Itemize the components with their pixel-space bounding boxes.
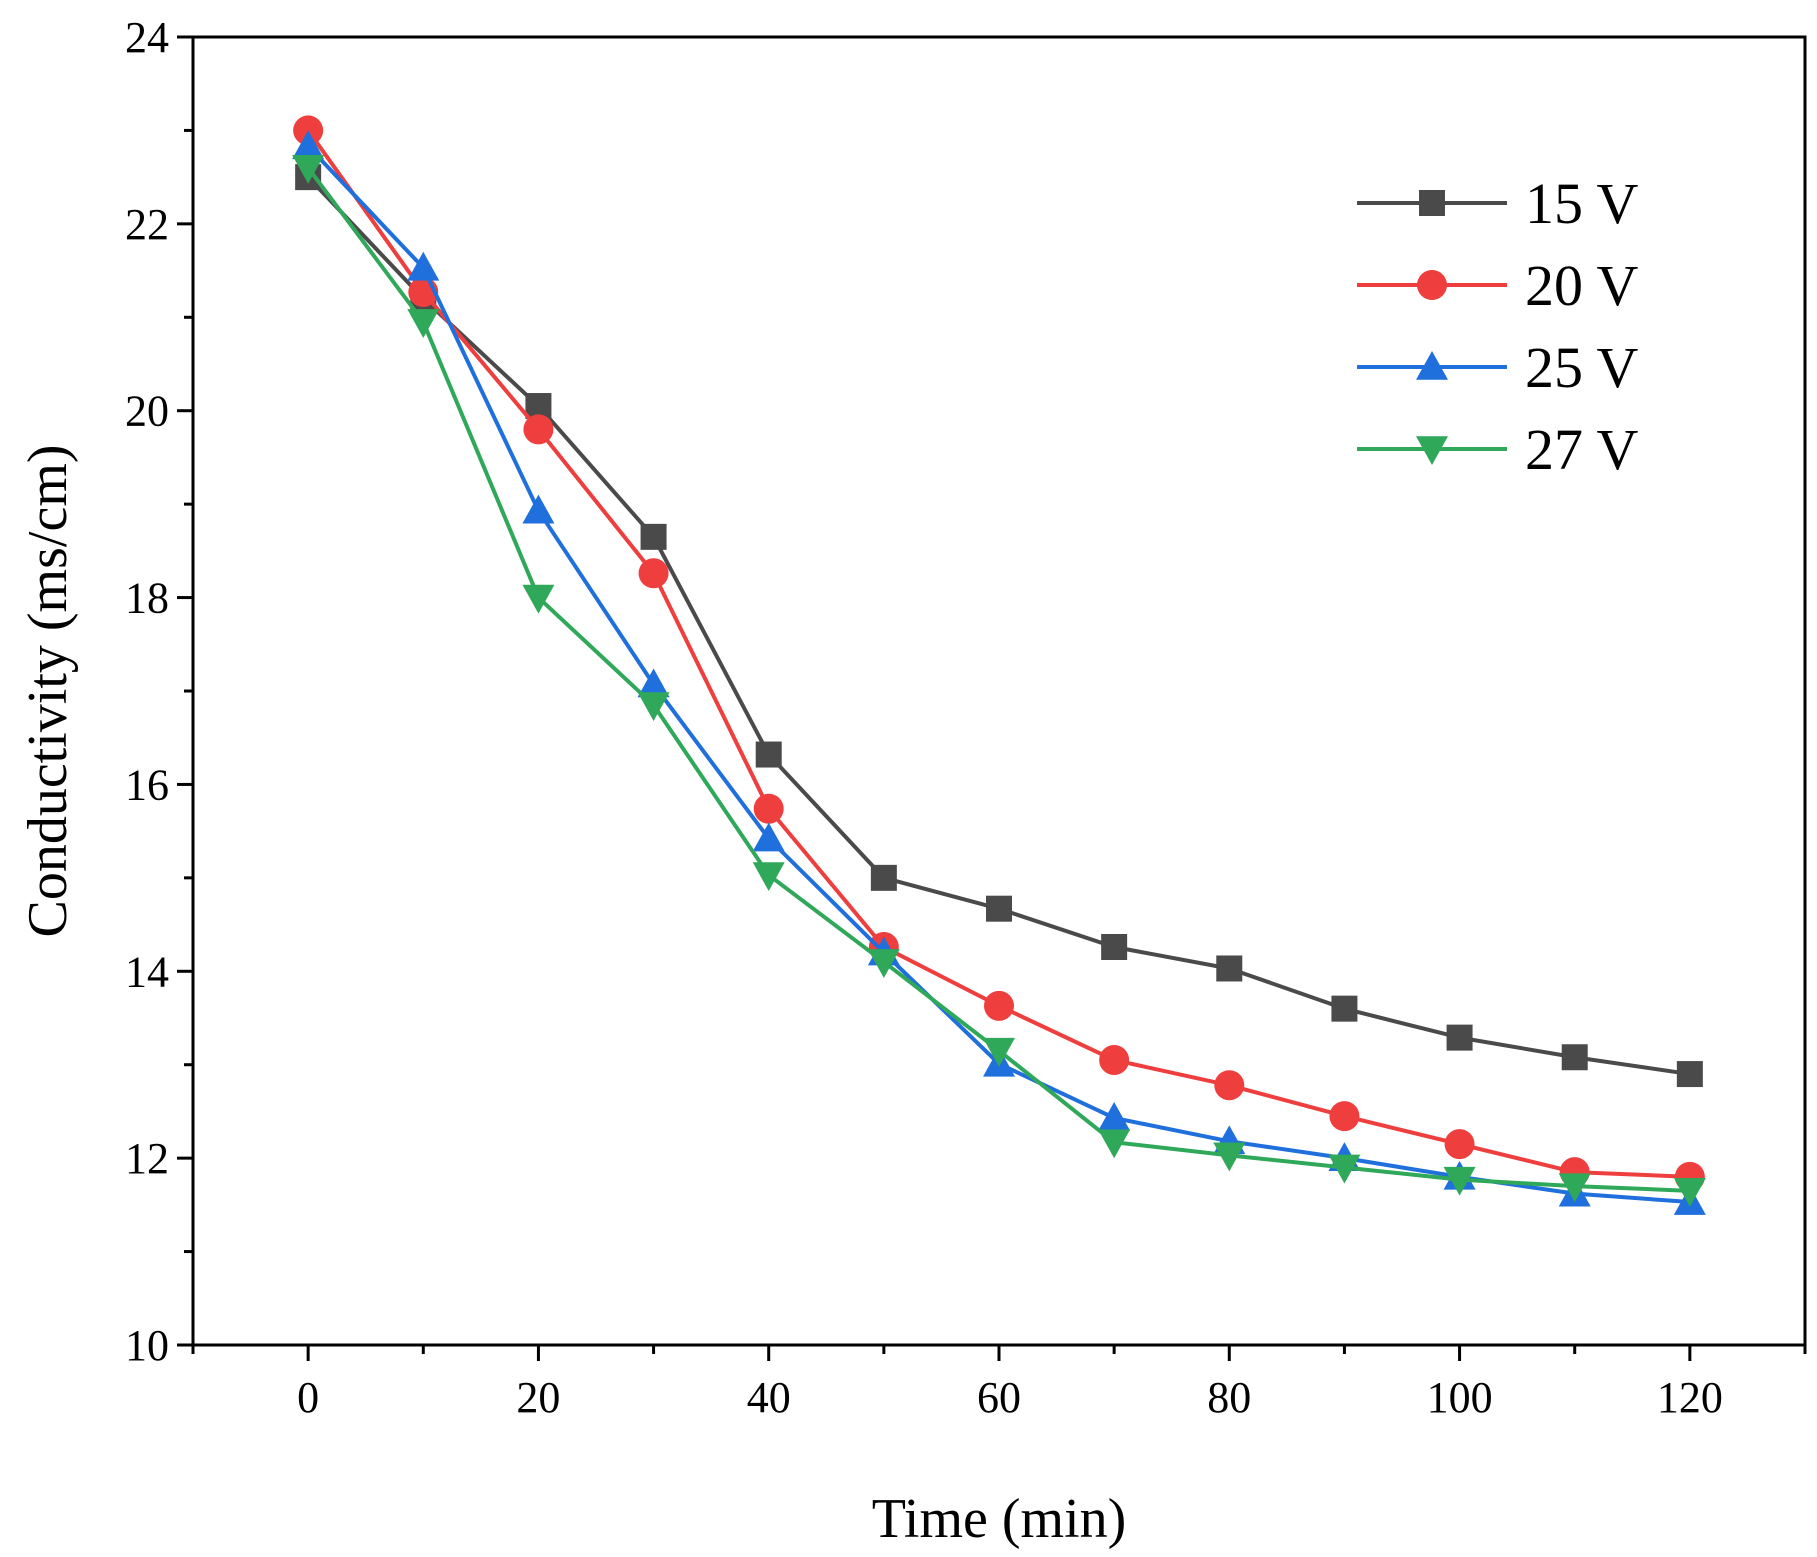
series-15v [295,164,1703,1088]
legend-entry: 20 V [1357,253,1638,318]
data-point [292,155,325,184]
legend-entry: 27 V [1357,417,1638,482]
data-point [1329,1101,1360,1132]
data-point [752,862,785,892]
data-point [984,990,1014,1021]
data-point [522,584,555,614]
y-tick-label: 14 [125,947,169,996]
legend: 15 V 20 V 25 V 27 V [1357,171,1638,482]
data-point [522,494,555,524]
y-axis-ticks: 10 12 14 16 18 20 22 24 [125,13,193,1370]
y-tick-label: 22 [125,200,169,249]
data-point [752,822,785,852]
data-point [640,523,667,550]
data-point [638,558,669,589]
x-tick-label: 60 [977,1373,1021,1422]
legend-marker [1419,190,1445,216]
legend-marker [1416,436,1448,465]
x-tick-label: 80 [1207,1373,1251,1422]
legend-entry: 25 V [1357,335,1638,400]
legend-label: 27 V [1525,417,1638,482]
data-point [1328,1154,1361,1184]
data-point [292,130,325,160]
data-point [1214,1070,1245,1101]
y-tick-label: 12 [125,1134,169,1183]
x-tick-label: 0 [297,1373,319,1422]
data-point [1561,1044,1588,1071]
data-point [407,251,440,281]
data-point [1098,1129,1131,1159]
plot-frame [191,35,1807,1347]
x-axis-ticks: 0 20 40 60 80 100 120 [191,1345,1807,1422]
data-point [1099,1045,1130,1076]
data-point [1101,933,1128,960]
x-tick-label: 20 [516,1373,560,1422]
data-point [523,414,554,445]
series-27v [292,155,1706,1207]
y-tick-label: 10 [125,1321,169,1370]
x-tick-label: 100 [1427,1373,1493,1422]
data-point [1444,1129,1475,1160]
data-point [1673,1178,1706,1207]
data-point [1213,1142,1246,1172]
x-axis-title: Time (min) [872,1488,1127,1550]
x-tick-label: 40 [747,1373,791,1422]
data-point [637,668,670,698]
x-tick-label: 120 [1657,1373,1723,1422]
y-axis-title: Conductivity (ms/cm) [17,444,79,937]
data-point [867,949,900,978]
legend-label: 20 V [1525,253,1638,318]
data-point [1558,1173,1591,1203]
series-layer [292,115,1706,1215]
legend-entry: 15 V [1357,171,1638,236]
legend-label: 25 V [1525,335,1638,400]
legend-marker [1417,270,1447,300]
data-point [407,309,440,338]
series-20v [293,115,1705,1192]
legend-marker [1416,351,1448,380]
data-point [986,895,1012,922]
legend-label: 15 V [1525,171,1638,236]
data-point [1446,1024,1473,1051]
y-tick-label: 20 [125,387,169,436]
data-point [983,1037,1015,1067]
data-point [1098,1101,1131,1131]
y-tick-label: 24 [125,13,169,62]
data-point [1676,1061,1703,1088]
data-point [753,793,784,824]
data-point [1216,955,1243,982]
y-tick-label: 18 [125,574,169,623]
y-tick-label: 16 [125,760,169,809]
data-point [870,864,897,891]
data-point [1331,995,1358,1022]
data-point [755,741,782,768]
data-point [1443,1166,1476,1196]
data-point [637,692,670,722]
